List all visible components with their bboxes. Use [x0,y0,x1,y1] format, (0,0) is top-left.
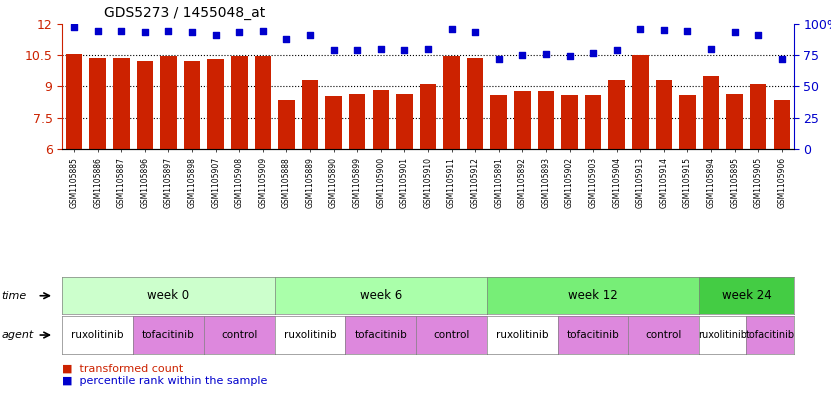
Text: week 24: week 24 [721,289,771,302]
Text: ■  percentile rank within the sample: ■ percentile rank within the sample [62,376,268,386]
Bar [490,95,507,275]
Bar [726,94,743,275]
Text: agent: agent [2,330,34,340]
Bar [326,96,342,275]
Bar [254,56,271,275]
Text: week 0: week 0 [147,289,189,302]
Point [563,53,576,59]
Point [587,50,600,56]
Point [539,51,553,57]
Point [398,47,411,53]
Point [374,46,387,52]
Bar [278,100,295,275]
Bar [90,58,106,275]
Point [115,28,128,34]
Text: tofacitinib: tofacitinib [567,330,619,340]
Bar [136,61,153,275]
Text: time: time [2,291,27,301]
Point [705,46,718,52]
Point [327,47,340,53]
Point [303,32,317,38]
Bar [443,56,460,275]
Point [185,29,199,35]
Bar [467,58,484,275]
Point [209,32,223,38]
Point [280,35,293,42]
Text: ruxolitinib: ruxolitinib [283,330,337,340]
Bar [538,91,554,275]
Bar [420,84,436,275]
Point [351,47,364,53]
Point [91,28,105,34]
Point [610,47,623,53]
Point [681,28,694,34]
Bar [372,90,389,275]
Bar [632,55,648,275]
Text: ruxolitinib: ruxolitinib [698,330,747,340]
Text: tofacitinib: tofacitinib [354,330,407,340]
Bar [160,56,177,275]
Bar [774,100,790,275]
Point [728,29,741,35]
Text: ruxolitinib: ruxolitinib [71,330,124,340]
Bar [703,76,720,275]
Text: tofacitinib: tofacitinib [745,330,794,340]
Point [492,56,505,62]
Point [233,29,246,35]
Bar [208,59,224,275]
Bar [608,80,625,275]
Point [256,28,269,34]
Point [633,26,647,32]
Bar [656,80,672,275]
Text: ■  transformed count: ■ transformed count [62,364,184,374]
Point [469,29,482,35]
Bar [679,95,696,275]
Point [67,24,81,31]
Text: ruxolitinib: ruxolitinib [496,330,548,340]
Bar [113,58,130,275]
Bar [302,80,318,275]
Text: control: control [646,330,682,340]
Point [516,52,529,58]
Bar [396,94,413,275]
Point [138,29,151,35]
Text: control: control [434,330,470,340]
Point [657,27,671,33]
Text: GDS5273 / 1455048_at: GDS5273 / 1455048_at [104,6,265,20]
Bar [561,95,578,275]
Bar [349,94,366,275]
Point [162,28,175,34]
Point [445,26,458,32]
Bar [66,54,82,275]
Text: control: control [221,330,258,340]
Text: week 12: week 12 [568,289,618,302]
Point [421,46,435,52]
Text: tofacitinib: tofacitinib [142,330,194,340]
Bar [514,91,530,275]
Bar [231,56,248,275]
Bar [585,95,602,275]
Bar [750,84,766,275]
Bar [184,61,200,275]
Point [751,32,765,38]
Point [775,56,789,62]
Text: week 6: week 6 [360,289,402,302]
